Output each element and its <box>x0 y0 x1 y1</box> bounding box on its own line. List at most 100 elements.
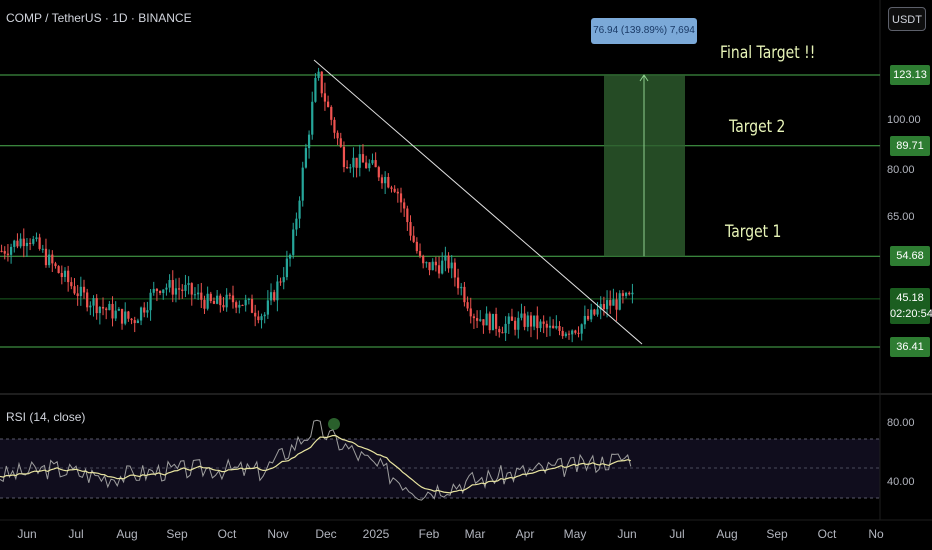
time-tick: No <box>868 527 884 541</box>
rsi-tick: 40.00 <box>887 476 915 489</box>
time-tick: Aug <box>116 527 138 541</box>
candle-body <box>124 311 127 324</box>
candle-body <box>336 132 339 139</box>
candle-body <box>162 289 165 294</box>
candle-body <box>447 255 450 269</box>
candle-body <box>22 238 25 247</box>
candle-body <box>482 319 485 326</box>
candle-body <box>295 218 298 230</box>
candle-body <box>76 293 79 297</box>
candle-body <box>279 281 282 283</box>
candle-body <box>466 302 469 309</box>
current-price: 45.18 <box>896 292 924 304</box>
candle-body <box>29 242 32 244</box>
time-tick: Jun <box>17 527 37 541</box>
candle-body <box>168 280 171 288</box>
candle-body <box>561 330 564 337</box>
candle-body <box>244 299 247 306</box>
candle-body <box>92 298 95 306</box>
candle-body <box>418 251 422 256</box>
candle-body <box>602 304 605 310</box>
candle-body <box>605 300 609 310</box>
candle-body <box>621 293 625 296</box>
candle-body <box>190 283 193 295</box>
candle-body <box>548 325 552 328</box>
candle-body <box>54 263 57 267</box>
candle-body <box>539 321 542 329</box>
candle-body <box>333 119 336 133</box>
candle-body <box>209 293 212 302</box>
currency-button[interactable]: USDT <box>888 7 926 31</box>
candle-body <box>618 293 621 310</box>
candle-body <box>101 306 105 309</box>
candle-body <box>108 303 111 311</box>
projection-arrow-head <box>639 74 649 82</box>
time-tick: Jul <box>669 527 685 541</box>
level-badge-89: 89.71 <box>890 136 930 156</box>
candles <box>0 67 634 343</box>
candle-body <box>133 320 136 324</box>
candle-body <box>609 300 612 306</box>
candle-body <box>450 262 453 269</box>
candle-body <box>38 237 41 249</box>
candle-body <box>453 262 457 278</box>
candle-body <box>377 167 380 178</box>
candle-body <box>615 299 618 310</box>
candle-body <box>228 294 231 296</box>
candle-body <box>231 295 235 303</box>
candle-body <box>444 255 447 261</box>
time-tick: Oct <box>817 527 837 541</box>
candle-body <box>346 167 349 169</box>
rsi-overbought-marker <box>328 418 340 430</box>
candle-body <box>514 320 517 330</box>
candle-body <box>79 286 82 297</box>
candle-body <box>314 77 317 102</box>
candle-body <box>219 295 222 306</box>
candle-body <box>307 134 311 149</box>
candle-body <box>599 304 602 310</box>
price-tick: 100.00 <box>887 114 921 127</box>
candle-body <box>285 258 288 278</box>
candle-body <box>235 302 238 308</box>
candle-body <box>292 229 295 255</box>
grid <box>0 0 932 521</box>
candle-body <box>437 265 441 274</box>
candle-body <box>475 318 479 321</box>
candle-body <box>311 101 314 135</box>
level-badge-123: 123.13 <box>890 65 930 85</box>
candle-body <box>70 282 73 287</box>
candle-body <box>624 292 628 296</box>
countdown: 02:20:54 <box>890 308 932 320</box>
candle-body <box>6 253 10 255</box>
candle-body <box>16 240 19 247</box>
candle-body <box>266 300 269 315</box>
price-tick: 80.00 <box>887 164 915 177</box>
candle-body <box>396 191 399 194</box>
candle-body <box>368 163 371 169</box>
candle-body <box>529 315 533 327</box>
candle-body <box>425 262 428 264</box>
projection-label: 76.94 (139.89%) 7,694 <box>591 18 697 44</box>
candle-body <box>428 262 431 271</box>
candle-body <box>25 242 29 247</box>
candle-body <box>13 240 16 247</box>
candle-body <box>501 332 504 334</box>
candle-body <box>82 286 86 293</box>
candle-body <box>577 332 580 334</box>
levels-layer <box>0 74 880 348</box>
candle-body <box>403 202 406 209</box>
candle-body <box>491 313 495 331</box>
candle-body <box>304 148 308 168</box>
candle-body <box>384 176 387 184</box>
candle-body <box>371 160 374 164</box>
candle-body <box>504 323 507 334</box>
candle-body <box>35 237 38 240</box>
candle-body <box>32 239 35 244</box>
candle-body <box>517 317 520 330</box>
candle-body <box>184 284 187 291</box>
candle-body <box>536 315 539 329</box>
candle-body <box>349 167 352 169</box>
candle-body <box>143 307 146 313</box>
candle-body <box>415 241 418 252</box>
